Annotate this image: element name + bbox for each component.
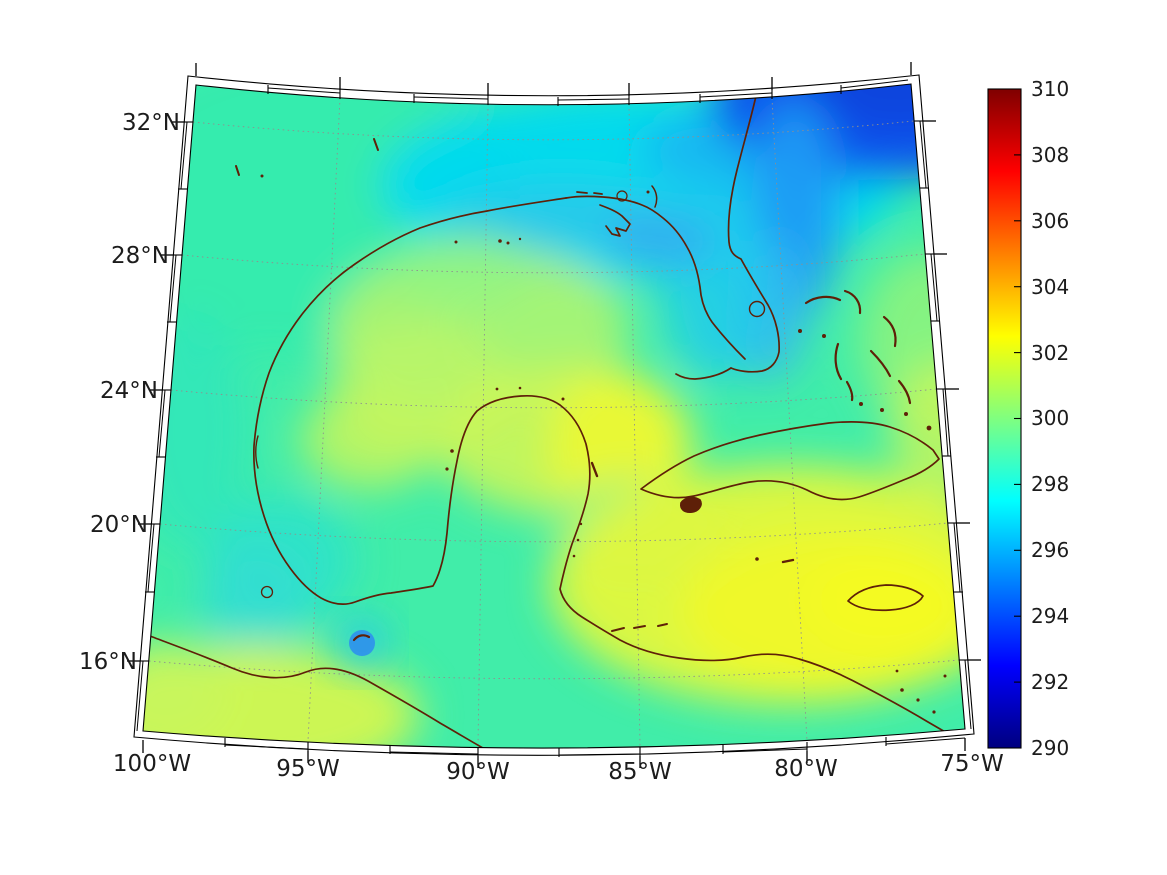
colorbar-tick-label: 310: [1031, 77, 1069, 101]
latitude-axis-labels: 32°N 28°N 24°N 20°N 16°N: [79, 110, 180, 675]
coastline-florida-west: [565, 195, 746, 360]
colorbar: 310 308 306 304 302 300 298 296 294 292 …: [987, 77, 1069, 760]
map-frame: [127, 62, 981, 768]
frame-dividers-right: [914, 120, 968, 661]
colorbar-tick-label: 306: [1031, 209, 1069, 233]
major-ticks: [127, 62, 981, 768]
gridline-lon-85w: [628, 103, 641, 747]
coastline-gulf-west-and-south: [252, 197, 948, 734]
frame-accent-segments: [136, 79, 972, 756]
colorbar-tick-label: 292: [1031, 670, 1069, 694]
lon-tick-label: 95°W: [276, 756, 340, 782]
colorbar-tick-label: 308: [1031, 143, 1069, 167]
gridline-lat-16n: [148, 659, 960, 680]
coastline-mississippi-delta: [599, 204, 631, 237]
coastline-florida-east: [727, 95, 780, 373]
coastline-bahamas: [804, 289, 912, 405]
lon-tick-label: 75°W: [940, 751, 1004, 777]
colorbar-tick-label: 302: [1031, 341, 1069, 365]
cold-spot-core: [349, 630, 375, 656]
graticule-gridlines: [148, 97, 960, 747]
temperature-field: [143, 84, 965, 749]
gridline-lon-90w: [477, 103, 489, 747]
lon-tick-label: 100°W: [113, 751, 191, 777]
gridline-lat-20n: [159, 522, 949, 543]
colorbar-tick-label: 294: [1031, 604, 1069, 628]
colorbar-tick-label: 300: [1031, 406, 1069, 430]
lon-tick-label: 80°W: [774, 756, 838, 782]
frame-dividers-left: [140, 121, 193, 662]
lon-tick-label: 90°W: [446, 759, 510, 785]
lat-tick-label: 28°N: [111, 243, 169, 269]
colorbar-ticks: [1014, 154, 1021, 683]
lat-tick-label: 20°N: [90, 512, 148, 538]
longitude-axis-labels: 100°W 95°W 90°W 85°W 80°W 75°W: [113, 751, 1004, 785]
colorbar-tick-label: 296: [1031, 538, 1069, 562]
gridline-lat-28n: [181, 253, 926, 274]
coastlines: [149, 95, 948, 749]
lat-tick-label: 16°N: [79, 649, 137, 675]
lake-okeechobee: [748, 300, 766, 318]
gridline-lat-32n: [192, 120, 915, 141]
colorbar-tick-label: 304: [1031, 275, 1069, 299]
colorbar-tick-label: 298: [1031, 472, 1069, 496]
coastline-jamaica: [847, 584, 924, 612]
coastline-cuba: [640, 420, 940, 501]
coastline-florida-keys: [675, 367, 732, 380]
frame-dividers-top: [267, 85, 842, 106]
lat-tick-label: 32°N: [122, 110, 180, 136]
colorbar-tick-label: 290: [1031, 736, 1069, 760]
colorbar-tick-labels: 310 308 306 304 302 300 298 296 294 292 …: [1031, 77, 1069, 760]
small-islands-and-lakes: [235, 138, 947, 714]
coastline-isla-juventud: [680, 496, 702, 513]
coastline-pacific-mexico: [149, 635, 498, 749]
lat-tick-label: 24°N: [100, 378, 158, 404]
lon-tick-label: 85°W: [608, 759, 672, 785]
frame-inner: [142, 83, 966, 749]
gridline-lon-95w: [307, 97, 341, 742]
frame-outer: [133, 74, 975, 756]
